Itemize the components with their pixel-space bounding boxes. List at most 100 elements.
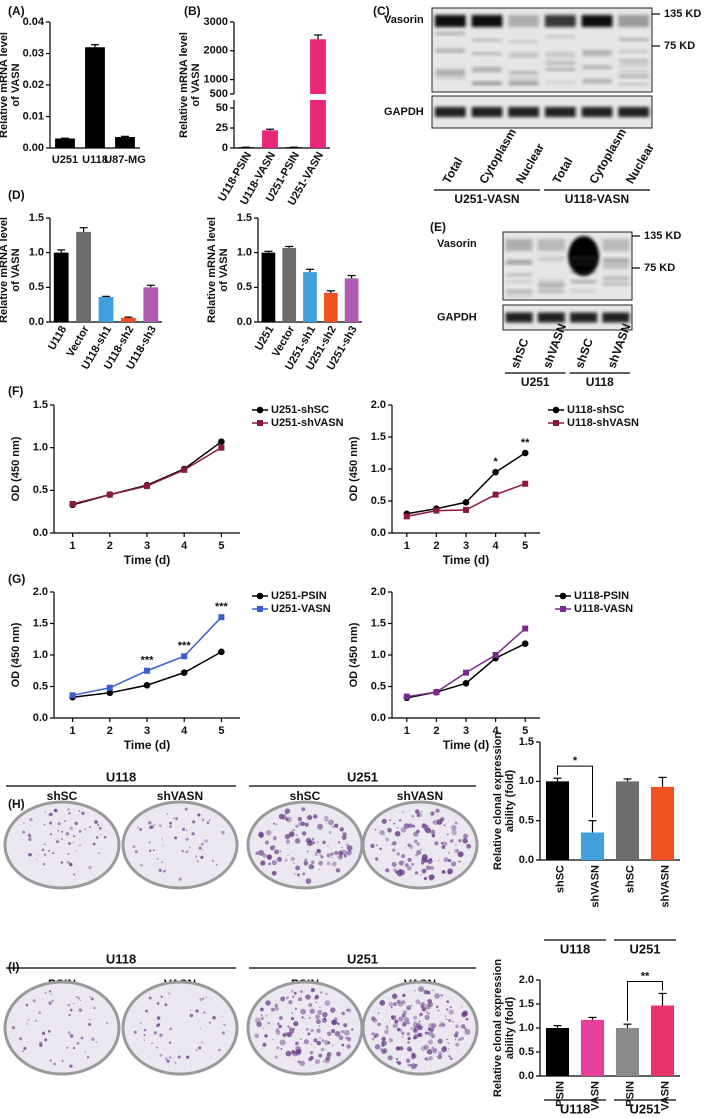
colony — [260, 1017, 264, 1020]
y-tick-label: 0.5 — [371, 680, 386, 692]
colony — [27, 1019, 30, 1021]
colony — [106, 1022, 108, 1024]
colony — [187, 850, 189, 852]
band — [537, 239, 565, 251]
colony — [205, 996, 208, 998]
colony — [450, 1005, 452, 1008]
y-tick-label: 0.0 — [371, 712, 386, 724]
colony — [435, 808, 440, 813]
colony — [402, 1022, 406, 1027]
colony — [275, 1005, 278, 1008]
legend-label: U118-PSIN — [574, 590, 629, 602]
y-tick-label: 2000 — [204, 45, 228, 57]
band — [434, 107, 466, 117]
colony — [394, 1019, 399, 1024]
colony — [319, 1036, 322, 1039]
colony — [81, 811, 85, 816]
colony — [152, 849, 155, 852]
colony — [289, 1028, 295, 1034]
colony — [262, 1027, 264, 1029]
colony — [66, 1046, 69, 1049]
colony — [77, 997, 81, 1000]
colony — [418, 1013, 422, 1017]
colony — [322, 840, 326, 845]
colony — [381, 818, 387, 824]
colony — [346, 850, 352, 856]
colony — [438, 1051, 443, 1056]
colony — [288, 1026, 293, 1031]
colony — [291, 990, 294, 993]
faint-band — [619, 59, 649, 63]
colony — [28, 853, 32, 857]
colony — [310, 1043, 312, 1045]
colony — [29, 817, 33, 822]
colony — [294, 1007, 297, 1010]
colony — [181, 849, 184, 853]
colony — [300, 1038, 302, 1041]
colony — [262, 853, 267, 858]
legend-label: U118-shSC — [567, 404, 625, 416]
group-label: U251 — [521, 375, 550, 389]
colony — [168, 1056, 172, 1060]
colony — [448, 1009, 454, 1015]
colony — [161, 837, 163, 840]
dish — [121, 980, 239, 1076]
bar — [76, 231, 91, 322]
colony — [331, 825, 334, 828]
colony — [72, 1046, 76, 1050]
error-bar — [124, 316, 133, 318]
colony — [28, 837, 32, 842]
colony — [67, 1003, 71, 1007]
colony — [464, 1028, 471, 1035]
colony — [273, 822, 276, 825]
y-axis-label: Relative mRNA level — [178, 32, 190, 138]
colony — [272, 1038, 274, 1041]
colony — [346, 1044, 351, 1049]
colony — [78, 829, 82, 833]
colony — [300, 821, 306, 827]
colony — [300, 990, 303, 994]
y-tick-label: 1.5 — [371, 431, 386, 443]
colony — [285, 1050, 292, 1057]
size-marker: 75 KD — [664, 40, 695, 52]
y-tick-label: 2.0 — [371, 586, 386, 598]
colony — [425, 1057, 430, 1062]
colony — [427, 1001, 434, 1008]
faint-band — [570, 256, 597, 260]
colony — [67, 1031, 71, 1035]
lane-label: Total — [550, 155, 576, 186]
colony — [308, 1016, 311, 1019]
colony — [320, 855, 324, 859]
colony — [317, 1009, 323, 1016]
colony — [325, 1056, 330, 1061]
colony — [92, 842, 96, 846]
colony — [221, 830, 225, 835]
x-tick-label: U118 — [46, 324, 69, 352]
y-tick-label: 3000 — [204, 16, 228, 28]
faint-band — [472, 52, 502, 56]
colony — [451, 824, 457, 831]
colony — [460, 1024, 466, 1029]
colony — [462, 1010, 468, 1016]
dish — [3, 980, 121, 1076]
colony — [438, 860, 440, 862]
colony — [44, 991, 47, 994]
condition-label: shSC — [290, 789, 321, 803]
band — [508, 107, 540, 117]
colony — [346, 845, 353, 851]
colony — [51, 999, 54, 1002]
faint-band — [435, 47, 465, 51]
colony — [462, 838, 468, 844]
colony — [409, 1063, 412, 1067]
colony — [139, 828, 142, 831]
colony — [260, 1014, 263, 1017]
colony — [428, 1030, 434, 1037]
colony — [202, 848, 204, 851]
significance-bracket — [557, 765, 593, 818]
colony — [270, 1007, 275, 1012]
y-tick-label: 0.0 — [29, 316, 44, 328]
x-tick-label: shVASN — [589, 865, 601, 908]
error-bar — [121, 135, 129, 137]
marker — [403, 693, 410, 700]
colony — [49, 812, 53, 817]
